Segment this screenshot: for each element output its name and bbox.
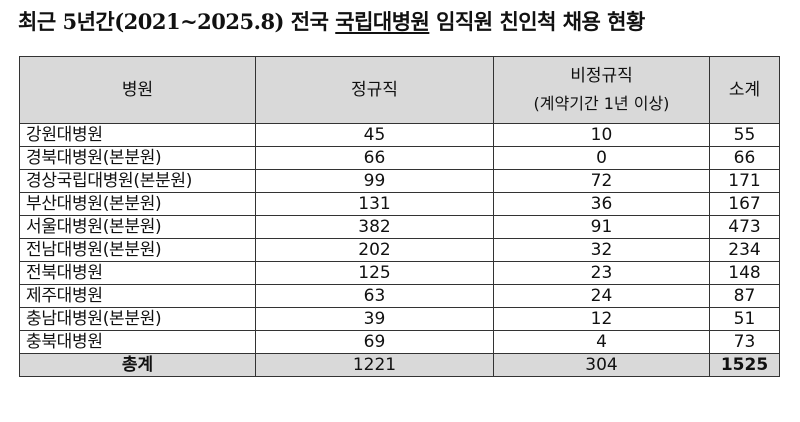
header-regular: 정규직 — [255, 56, 494, 124]
hospital-cell: 경북대병원(본분원) — [19, 146, 256, 170]
subtotal-cell: 51 — [709, 307, 780, 331]
title-suffix: 임직원 친인척 채용 현황 — [429, 9, 645, 34]
nonregular-cell: 10 — [493, 123, 710, 147]
total-regular: 1221 — [255, 353, 494, 377]
nonregular-cell: 23 — [493, 261, 710, 285]
header-nonregular: 비정규직 (계약기간 1년 이상) — [493, 56, 710, 124]
hospital-cell: 강원대병원 — [19, 123, 256, 147]
table-row: 충남대병원(본분원) 39 12 51 — [19, 307, 780, 331]
regular-cell: 63 — [255, 284, 494, 308]
recruitment-table: 병원 정규직 비정규직 (계약기간 1년 이상) 소계 강원대병원 45 10 55 경북… — [19, 56, 780, 377]
regular-cell: 99 — [255, 169, 494, 193]
hospital-cell: 전남대병원(본분원) — [19, 238, 256, 262]
subtotal-cell: 473 — [709, 215, 780, 239]
nonregular-cell: 12 — [493, 307, 710, 331]
nonregular-cell: 4 — [493, 330, 710, 354]
header-subtotal: 소계 — [709, 56, 780, 124]
subtotal-cell: 55 — [709, 123, 780, 147]
regular-cell: 202 — [255, 238, 494, 262]
subtotal-cell: 87 — [709, 284, 780, 308]
total-nonregular: 304 — [493, 353, 710, 377]
total-row: 총계 1221 304 1525 — [19, 353, 780, 377]
subtotal-cell: 148 — [709, 261, 780, 285]
nonregular-cell: 72 — [493, 169, 710, 193]
hospital-cell: 충남대병원(본분원) — [19, 307, 256, 331]
regular-cell: 69 — [255, 330, 494, 354]
hospital-cell: 전북대병원 — [19, 261, 256, 285]
regular-cell: 66 — [255, 146, 494, 170]
regular-cell: 125 — [255, 261, 494, 285]
table-row: 경북대병원(본분원) 66 0 66 — [19, 146, 780, 170]
regular-cell: 45 — [255, 123, 494, 147]
regular-cell: 382 — [255, 215, 494, 239]
table-row: 충북대병원 69 4 73 — [19, 330, 780, 354]
header-hospital: 병원 — [19, 56, 256, 124]
subtotal-cell: 171 — [709, 169, 780, 193]
subtotal-cell: 73 — [709, 330, 780, 354]
nonregular-cell: 32 — [493, 238, 710, 262]
title-prefix: 최근 5년간(2021~2025.8) 전국 — [18, 9, 336, 34]
regular-cell: 39 — [255, 307, 494, 331]
hospital-cell: 제주대병원 — [19, 284, 256, 308]
nonregular-cell: 91 — [493, 215, 710, 239]
hospital-cell: 서울대병원(본분원) — [19, 215, 256, 239]
table-row: 제주대병원 63 24 87 — [19, 284, 780, 308]
total-label: 총계 — [19, 353, 256, 377]
header-nonregular-label: 비정규직 — [570, 66, 633, 86]
table-row: 서울대병원(본분원) 382 91 473 — [19, 215, 780, 239]
subtotal-cell: 234 — [709, 238, 780, 262]
hospital-cell: 부산대병원(본분원) — [19, 192, 256, 216]
total-subtotal: 1525 — [709, 353, 780, 377]
hospital-cell: 경상국립대병원(본분원) — [19, 169, 256, 193]
nonregular-cell: 24 — [493, 284, 710, 308]
regular-cell: 131 — [255, 192, 494, 216]
table-row: 부산대병원(본분원) 131 36 167 — [19, 192, 780, 216]
nonregular-cell: 36 — [493, 192, 710, 216]
header-nonregular-sub: (계약기간 1년 이상) — [533, 94, 670, 113]
title-underlined: 국립대병원 — [335, 9, 430, 34]
table-row: 전남대병원(본분원) 202 32 234 — [19, 238, 780, 262]
subtotal-cell: 66 — [709, 146, 780, 170]
table-body: 강원대병원 45 10 55 경북대병원(본분원) 66 0 66 경상국립대병원(본분원) 99… — [19, 123, 780, 377]
page-title: 최근 5년간(2021~2025.8) 전국 국립대병원 임직원 친인척 채용 … — [18, 6, 645, 36]
table-row: 전북대병원 125 23 148 — [19, 261, 780, 285]
table-row: 경상국립대병원(본분원) 99 72 171 — [19, 169, 780, 193]
header-row: 병원 정규직 비정규직 (계약기간 1년 이상) 소계 — [19, 56, 780, 124]
hospital-cell: 충북대병원 — [19, 330, 256, 354]
nonregular-cell: 0 — [493, 146, 710, 170]
subtotal-cell: 167 — [709, 192, 780, 216]
table-row: 강원대병원 45 10 55 — [19, 123, 780, 147]
